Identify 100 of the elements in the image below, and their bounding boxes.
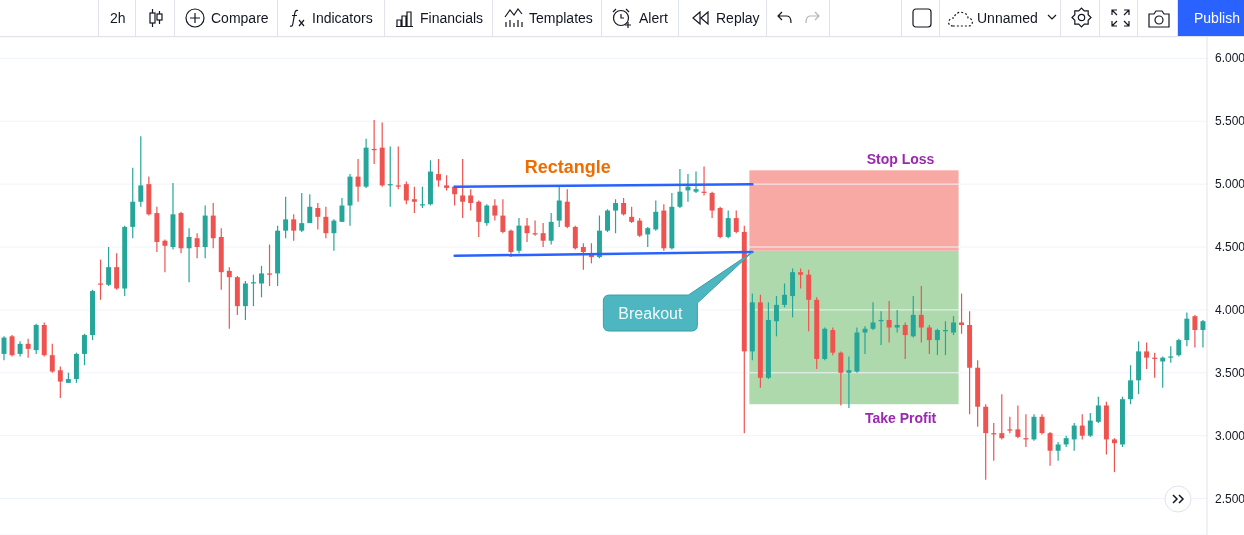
candlestick	[548, 212, 554, 246]
candlestick	[186, 227, 192, 283]
candlestick	[838, 350, 844, 407]
candlestick	[1192, 314, 1198, 349]
candlestick	[1031, 413, 1037, 442]
candlestick	[572, 225, 578, 251]
candlestick	[162, 238, 168, 273]
candlestick	[9, 334, 15, 358]
candlestick	[556, 186, 562, 228]
text: Indicators	[312, 9, 373, 27]
candlestick	[830, 326, 836, 356]
candlestick	[1095, 396, 1101, 424]
candlestick	[194, 232, 200, 259]
y-tick-label: 6.000	[1215, 51, 1244, 66]
y-tick-label: 5.000	[1215, 177, 1244, 192]
candlestick	[283, 196, 289, 239]
candlestick	[267, 243, 273, 287]
text: Financials	[420, 9, 484, 27]
y-tick-label: 4.000	[1215, 302, 1244, 317]
y-tick-label: 3.000	[1215, 428, 1244, 443]
candlestick	[774, 295, 779, 337]
candlestick	[307, 193, 313, 224]
candlestick	[500, 198, 506, 234]
candlestick	[733, 209, 739, 234]
candlestick	[782, 282, 788, 308]
candlestick	[476, 199, 482, 238]
candlestick	[999, 393, 1005, 441]
candlestick	[25, 338, 31, 359]
candlestick	[138, 135, 144, 208]
candlestick	[653, 199, 659, 232]
candlestick	[1128, 364, 1134, 405]
candlestick	[468, 188, 474, 212]
candlestick	[508, 228, 514, 258]
candlestick	[677, 168, 683, 209]
candlestick	[613, 198, 619, 234]
text: Unnamed	[977, 9, 1038, 27]
candlestick	[540, 222, 546, 248]
text: Publish	[1194, 9, 1240, 27]
candlestick	[1079, 413, 1085, 441]
annotation: Breakout	[618, 305, 683, 323]
candlestick	[725, 209, 731, 239]
candlestick	[403, 181, 409, 205]
candlestick	[1055, 441, 1061, 462]
candlestick	[315, 202, 321, 231]
text: 2h	[110, 9, 126, 27]
candlestick	[242, 280, 248, 321]
candlestick	[259, 265, 264, 298]
candlestick	[693, 170, 699, 194]
candlestick	[959, 292, 965, 335]
candlestick	[709, 191, 715, 219]
candlestick	[1015, 404, 1021, 439]
band-label: Stop Loss	[866, 151, 935, 168]
candlestick	[98, 258, 104, 301]
candlestick	[411, 186, 417, 214]
candlestick	[291, 213, 297, 242]
candlestick	[114, 252, 120, 291]
candlestick	[846, 355, 852, 409]
candlestick	[1071, 422, 1077, 452]
candlestick	[57, 365, 63, 399]
candlestick	[1039, 413, 1045, 435]
annotation: Rectangle	[524, 156, 611, 177]
candlestick	[81, 333, 87, 366]
text: Compare	[211, 9, 269, 27]
candlestick	[1047, 431, 1053, 467]
candlestick	[331, 218, 337, 252]
candlestick	[1200, 319, 1206, 349]
candlestick	[1184, 311, 1190, 347]
candlestick	[355, 158, 361, 203]
band-label: Take Profit	[864, 410, 937, 427]
candlestick	[605, 208, 610, 233]
candlestick	[49, 343, 55, 374]
candlestick	[1144, 341, 1150, 370]
candlestick	[910, 295, 916, 339]
candlestick	[798, 267, 804, 290]
y-tick-label: 3.500	[1215, 365, 1244, 380]
candlestick	[323, 206, 329, 239]
candlestick	[951, 315, 956, 336]
y-tick-label: 4.500	[1215, 240, 1244, 255]
text: Alert	[639, 9, 668, 27]
candlestick	[637, 217, 643, 238]
candlestick	[645, 226, 651, 248]
candlestick	[886, 300, 892, 344]
text: Replay	[716, 9, 760, 27]
y-tick-label: 5.500	[1215, 114, 1244, 129]
candlestick	[436, 158, 441, 188]
candlestick	[934, 328, 940, 356]
candlestick	[1111, 437, 1117, 473]
y-tick-label: 2.500	[1215, 491, 1244, 506]
candlestick	[106, 246, 112, 287]
candlestick	[395, 145, 401, 190]
candlestick	[580, 242, 586, 271]
candlestick	[902, 321, 908, 360]
candlestick	[484, 203, 490, 227]
candlestick	[894, 309, 900, 334]
candlestick	[460, 158, 466, 219]
candlestick	[419, 186, 425, 209]
text: Templates	[529, 9, 593, 27]
candlestick	[918, 285, 924, 344]
candlestick	[790, 267, 796, 319]
candlestick	[926, 324, 932, 355]
